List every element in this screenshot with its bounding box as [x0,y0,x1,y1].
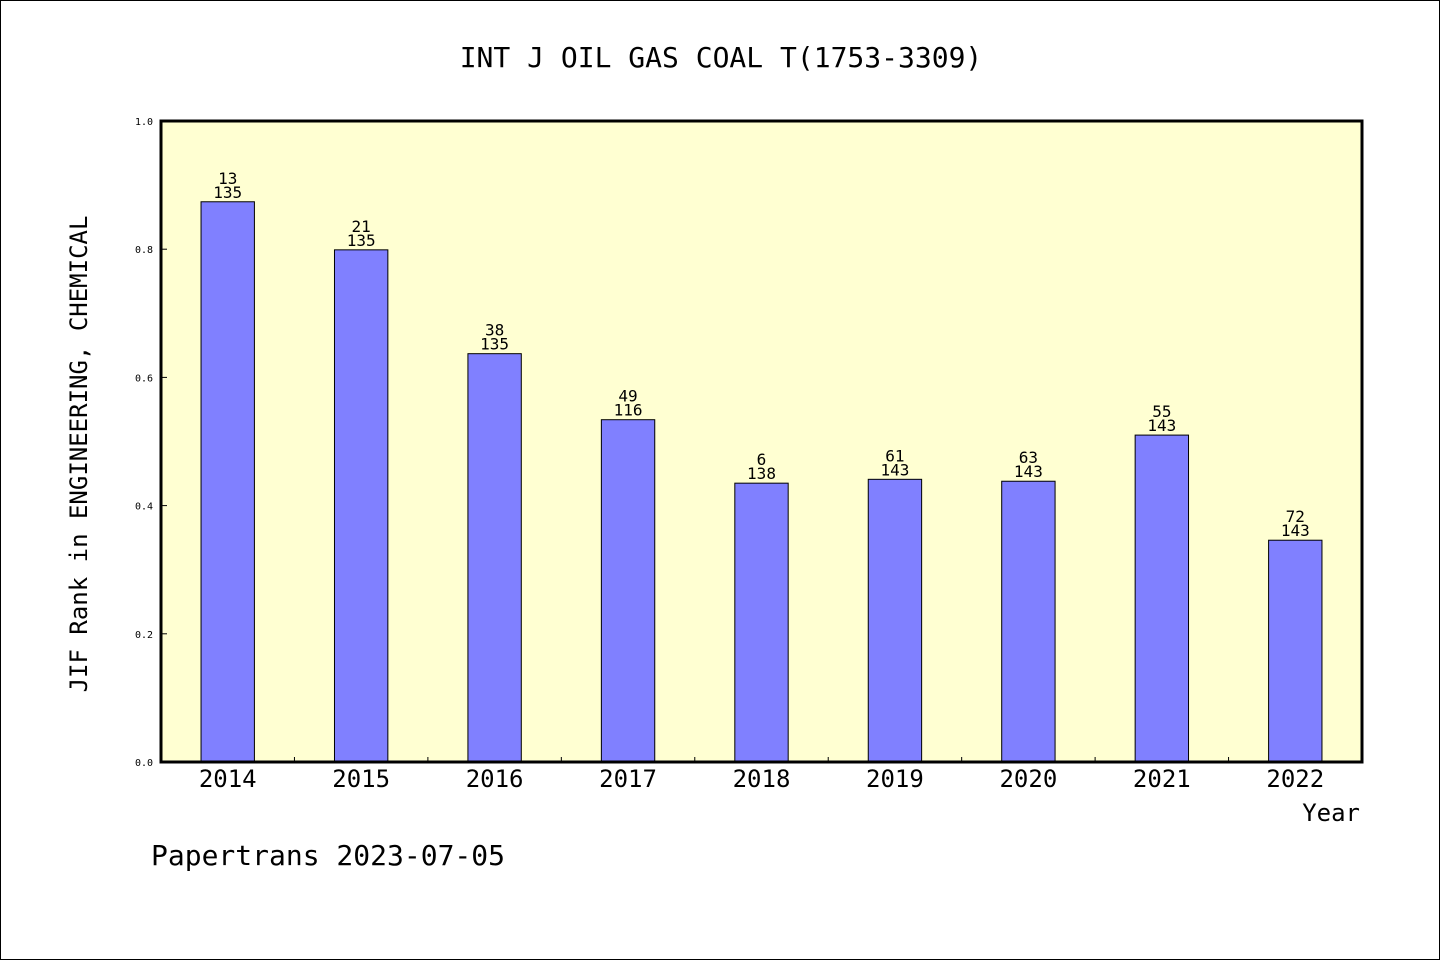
y-tick-label: 0.0 [135,758,153,769]
x-tick-label: 2019 [866,765,924,793]
footer-credit: Papertrans 2023-07-05 [151,839,505,872]
bar-2014 [200,201,255,763]
x-tick-label: 2015 [332,765,390,793]
bar-2021 [1134,434,1190,763]
x-tick-label: 2016 [466,765,524,793]
total-label: 143 [1281,521,1310,540]
total-label: 135 [213,183,242,202]
bar-2020 [1001,480,1056,763]
x-tick-label: 2017 [599,765,657,793]
total-label: 135 [347,231,376,250]
bars-layer [200,201,1323,763]
data-labels-layer: 1313521135381354911661386114363143551437… [213,169,1309,540]
rank-label: 21 [352,217,371,236]
x-tick-label: 2018 [733,765,791,793]
total-label: 143 [1147,416,1176,435]
x-axis-label: Year [1302,799,1360,827]
y-tick-label: 1.0 [135,117,153,128]
x-tick-label: 2014 [199,765,257,793]
chart-title: INT J OIL GAS COAL T(1753-3309) [460,41,983,74]
x-tick-label: 2021 [1133,765,1191,793]
rank-label: 55 [1152,402,1171,421]
bar-2016 [467,353,522,763]
total-label: 143 [1014,462,1043,481]
total-label: 138 [747,464,776,483]
total-label: 143 [880,460,909,479]
bar-2019 [867,478,923,763]
bar-2022 [1268,539,1323,763]
total-label: 135 [480,335,509,354]
rank-label: 38 [485,321,504,340]
bar-2015 [333,249,389,763]
rank-label: 49 [618,387,637,406]
total-label: 116 [614,401,643,420]
rank-label: 63 [1019,448,1038,467]
x-tick-label: 2020 [999,765,1057,793]
ticks-layer: 2014 2015 2016 2017 2018 2019 2020 2021 2022 0.0 0… [135,117,1324,793]
y-tick-label: 0.8 [135,245,153,256]
bar-2018 [734,482,789,763]
rank-label: 13 [218,169,237,188]
plot-border [159,119,1364,764]
y-tick-label: 0.6 [135,373,153,384]
x-tick-label: 2022 [1266,765,1324,793]
rank-label: 61 [885,446,904,465]
y-tick-label: 0.2 [135,630,153,641]
rank-label: 72 [1286,507,1305,526]
y-tick-label: 0.4 [135,502,153,513]
bar-2017 [600,419,656,763]
rank-label: 6 [757,450,767,469]
y-axis-label: JIF Rank in ENGINEERING, CHEMICAL [65,216,93,693]
